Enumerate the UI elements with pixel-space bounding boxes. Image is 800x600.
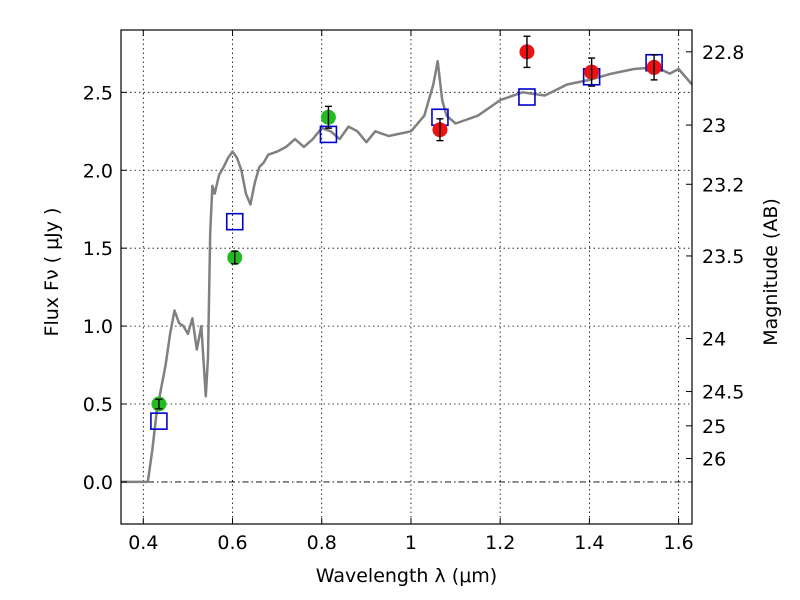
right-tick-label: 24: [702, 329, 726, 351]
right-tick-label: 23.2: [702, 174, 744, 196]
y-tick-label: 2.0: [83, 160, 113, 182]
right-tick-label: 22.8: [702, 42, 744, 64]
axis-ticks: [121, 30, 692, 524]
y-tick-labels: 0.0 0.5 1.0 1.5 2.0 2.5: [83, 82, 113, 494]
model-photometry-square: [150, 412, 168, 430]
model-spectrum: [121, 59, 693, 484]
model-spectrum-line: [121, 59, 693, 484]
x-tick-label: 0.8: [307, 532, 337, 554]
x-tick-label: 1.2: [485, 532, 515, 554]
y-tick-label: 0.0: [83, 472, 113, 494]
model-photometry-square: [225, 212, 244, 231]
plot-frame: [120, 29, 693, 525]
right-tick-label: 23.5: [702, 246, 744, 268]
right-axis-label: Magnitude (AB): [760, 198, 782, 346]
model-photometry-markers: [150, 53, 663, 430]
observed-photometry-markers: [151, 35, 662, 412]
y-tick-label: 0.5: [83, 394, 113, 416]
x-tick-label: 1: [405, 532, 417, 554]
right-tick-label: 23: [702, 115, 726, 137]
y-tick-label: 1.0: [83, 316, 113, 338]
right-tick-labels: 22.8 23 23.2 23.5 24 24.5 25 26: [702, 42, 744, 471]
x-tick-label: 0.4: [128, 532, 158, 554]
x-axis-label: Wavelength λ (μm): [316, 565, 497, 587]
y-axis-label: Flux Fν ( μJy ): [41, 208, 63, 337]
y-tick-label: 1.5: [83, 238, 113, 260]
x-tick-label: 1.6: [664, 532, 694, 554]
grid-lines: [121, 30, 692, 524]
right-tick-label: 24.5: [702, 382, 744, 404]
x-tick-label: 0.6: [217, 532, 247, 554]
model-photometry-square: [518, 88, 536, 106]
y-tick-label: 2.5: [83, 82, 113, 104]
x-tick-label: 1.4: [574, 532, 604, 554]
right-tick-label: 26: [702, 449, 726, 471]
x-tick-labels: 0.4 0.6 0.8 1 1.2 1.4 1.6: [128, 532, 694, 554]
right-tick-label: 25: [702, 416, 726, 438]
